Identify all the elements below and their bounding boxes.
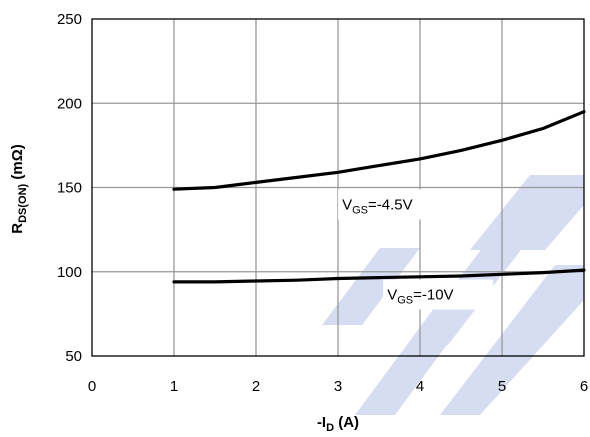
plot-area-border xyxy=(91,18,585,357)
y-tick-label: 200 xyxy=(57,95,82,112)
grid-lines xyxy=(92,19,584,356)
x-tick-label: 1 xyxy=(170,378,178,395)
series-line xyxy=(172,268,586,284)
watermark-stroke xyxy=(470,175,584,250)
x-tick-label: 5 xyxy=(498,378,506,395)
y-tick-label: 250 xyxy=(57,11,82,28)
y-axis-label: RDS(ON) (mΩ) xyxy=(9,144,29,233)
y-tick-label: 50 xyxy=(65,348,82,365)
series-annotations: VGS=-4.5V VGS=-10V xyxy=(338,189,494,310)
watermark-stroke xyxy=(322,248,420,325)
y-tick-label: 150 xyxy=(57,180,82,197)
annotation-background xyxy=(383,279,494,310)
x-tick-label: 4 xyxy=(416,378,424,395)
x-tick-labels: 0 1 2 3 4 5 6 xyxy=(88,378,588,395)
watermark-stroke xyxy=(440,265,584,415)
x-axis-label: -ID (A) xyxy=(317,414,359,434)
x-tick-label: 6 xyxy=(580,378,588,395)
plot-frame xyxy=(91,18,585,357)
series-line xyxy=(172,110,586,191)
x-tick-label: 2 xyxy=(252,378,260,395)
y-tick-labels: 50 100 150 200 250 xyxy=(57,11,82,365)
x-tick-label: 3 xyxy=(334,378,342,395)
series-annotation-label: VGS=-10V xyxy=(387,287,453,307)
series-annotation-label: VGS=-4.5V xyxy=(342,196,413,216)
x-tick-label: 0 xyxy=(88,378,96,395)
series-lines xyxy=(172,110,586,284)
annotation-background xyxy=(338,189,481,220)
y-tick-label: 100 xyxy=(57,264,82,281)
